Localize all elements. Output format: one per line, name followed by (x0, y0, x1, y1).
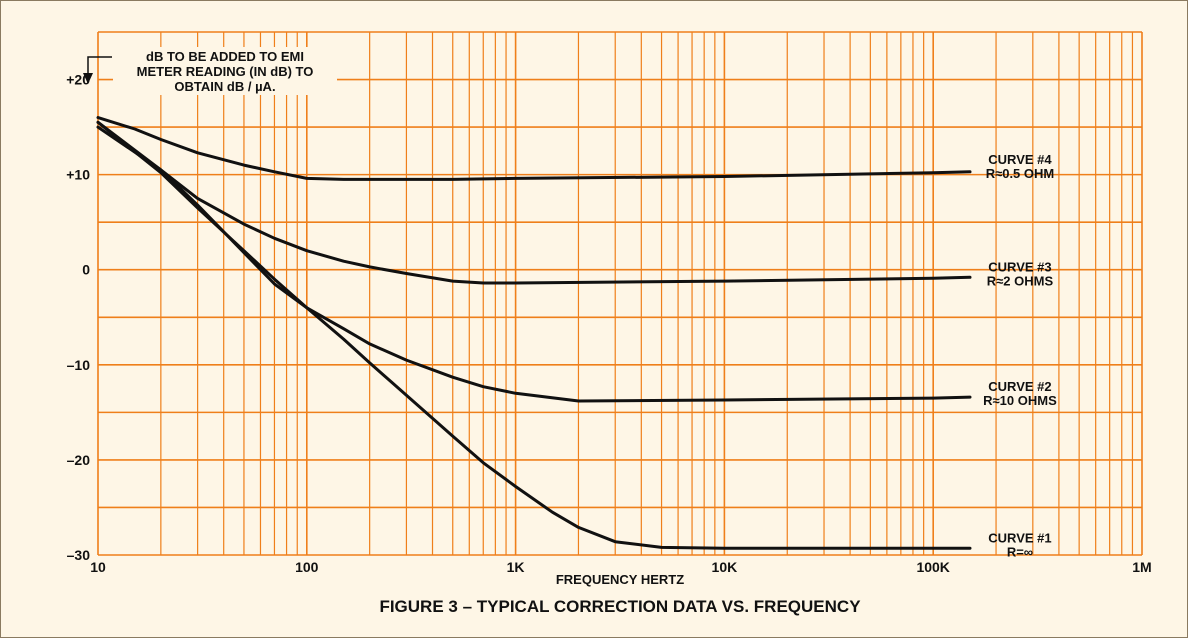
annotation-line: METER READING (IN dB) TO (137, 64, 314, 79)
chart-title: FIGURE 3 – TYPICAL CORRECTION DATA VS. F… (379, 597, 861, 616)
curves (96, 116, 972, 550)
annotation-background (113, 47, 337, 95)
series-line-4 (96, 120, 972, 550)
x-tick-label: 10K (712, 559, 738, 575)
y-tick-label: +10 (66, 167, 90, 183)
series-label: CURVE #2 (988, 379, 1051, 394)
y-tick-label: 0 (82, 262, 90, 278)
series-line-2 (96, 125, 972, 285)
series-label: R≈10 OHMS (983, 393, 1057, 408)
annotation-line: OBTAIN dB / µA. (174, 79, 275, 94)
series-label: CURVE #3 (988, 259, 1051, 274)
x-tick-label: 100K (916, 559, 949, 575)
x-tick-label: 10 (90, 559, 106, 575)
x-tick-label: 1K (507, 559, 525, 575)
series-label: R≈2 OHMS (987, 273, 1054, 288)
labels: FREQUENCY HERTZ FIGURE 3 – TYPICAL CORRE… (66, 72, 1151, 616)
series-label: R≈0.5 OHM (986, 166, 1055, 181)
series-label: R=∞ (1007, 544, 1033, 559)
series-label: CURVE #4 (988, 152, 1052, 167)
y-tick-label: –20 (67, 452, 91, 468)
x-tick-label: 100 (295, 559, 319, 575)
y-tick-label: –10 (67, 357, 91, 373)
y-tick-label: –30 (67, 547, 91, 563)
grid (97, 31, 1143, 556)
note-arrowhead-icon (83, 73, 93, 84)
plot-background (98, 32, 1142, 555)
x-axis-title: FREQUENCY HERTZ (556, 572, 684, 587)
x-tick-label: 1M (1132, 559, 1151, 575)
annotation-line: dB TO BE ADDED TO EMI (146, 49, 304, 64)
series-label: CURVE #1 (988, 530, 1051, 545)
series-line-1 (96, 116, 972, 181)
note-arrow-icon (87, 56, 112, 74)
